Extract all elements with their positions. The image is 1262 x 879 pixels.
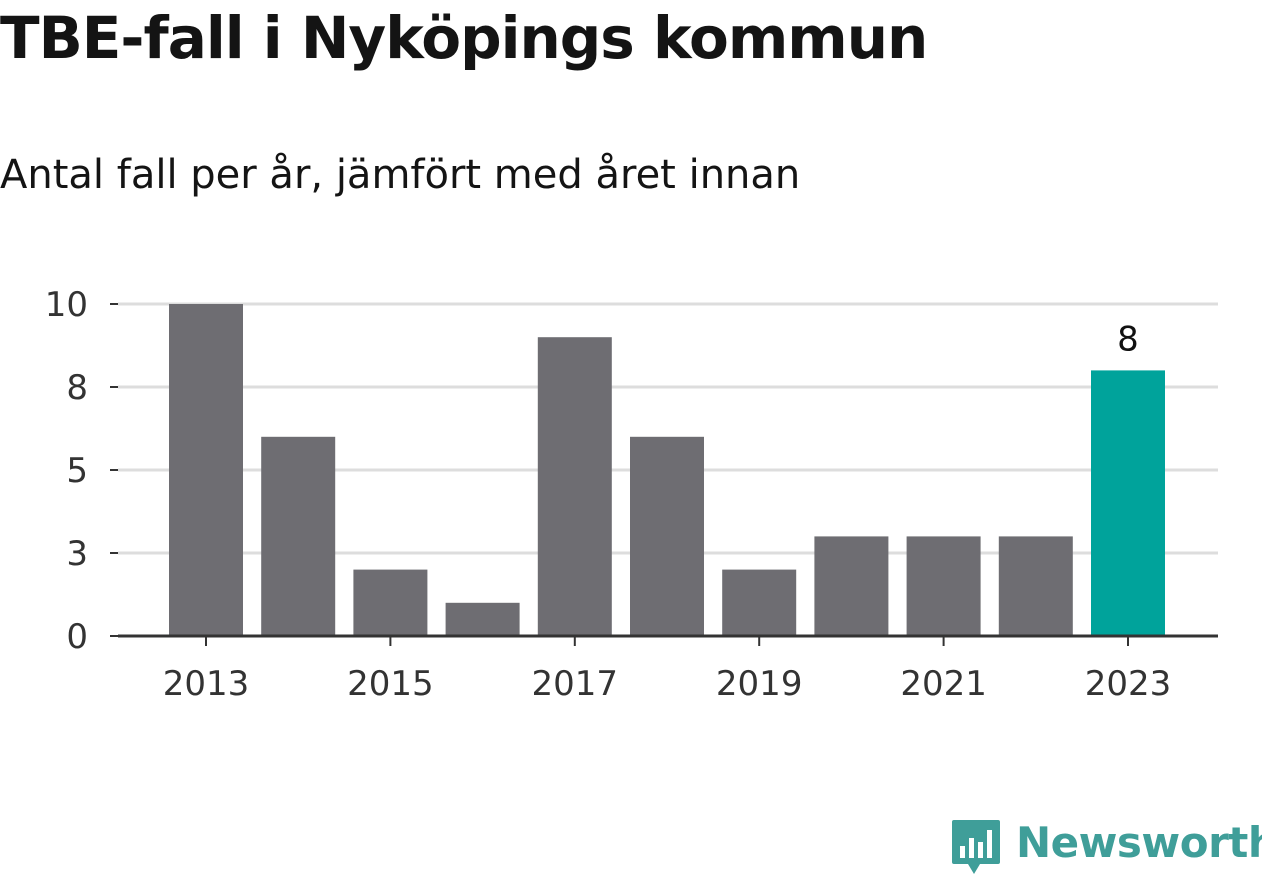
x-tick-label: 2021 [900, 664, 987, 704]
chart-title: TBE-fall i Nyköpings kommun [0, 4, 928, 72]
x-tick-label: 2019 [716, 664, 803, 704]
bar-2015 [353, 569, 428, 636]
bar-2013 [169, 304, 243, 636]
newsworthy-logo: Newsworthy [950, 818, 1262, 878]
axes [110, 303, 1218, 646]
y-tick-label: 8 [66, 368, 88, 408]
y-tick-label: 5 [66, 451, 88, 491]
x-tick-label: 2017 [532, 664, 619, 704]
y-tick-label: 3 [66, 534, 88, 574]
x-tick-label: 2013 [163, 664, 250, 704]
bar-2019 [722, 569, 797, 636]
bar-2023 [1091, 370, 1165, 636]
bar-2014 [261, 436, 336, 636]
bar-2021 [906, 536, 981, 636]
x-tick-label: 2023 [1085, 664, 1172, 704]
x-tick-label: 2015 [347, 664, 434, 704]
newsworthy-logo-text: Newsworthy [1016, 818, 1262, 867]
bars [169, 304, 1165, 636]
labels: 0 3 5 8 10 8 2013 2015 2017 2019 2021 2023 [45, 285, 1172, 704]
y-tick-label: 0 [66, 617, 88, 657]
data-label: 8 [1117, 319, 1139, 359]
bar-2017 [537, 337, 612, 636]
y-tick-label: 10 [45, 285, 88, 325]
bar-2020 [814, 536, 889, 636]
bar-2018 [630, 436, 704, 636]
newsworthy-logo-icon [952, 820, 1000, 874]
bar-2022 [998, 536, 1073, 636]
chart-subtitle: Antal fall per år, jämfört med året inna… [0, 152, 801, 198]
bar-2016 [445, 602, 520, 636]
